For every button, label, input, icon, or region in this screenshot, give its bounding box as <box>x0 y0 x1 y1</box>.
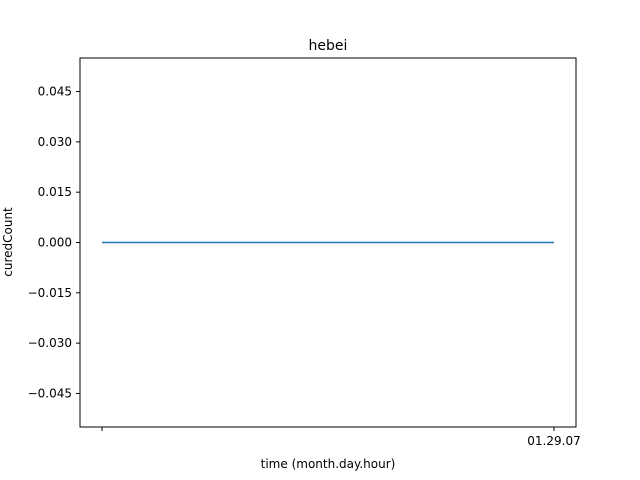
y-tick-label: 0.015 <box>38 185 72 199</box>
y-tick-label: 0.000 <box>38 236 72 250</box>
y-tick-label: 0.030 <box>38 135 72 149</box>
x-tick-label: 01.29.07 <box>527 434 580 448</box>
y-tick-label: −0.015 <box>28 286 72 300</box>
axes-frame <box>79 57 577 428</box>
plot-area: −0.045 −0.030 −0.015 0.000 0.015 0.030 0.045 01… <box>28 85 581 448</box>
y-tick-label: 0.045 <box>38 85 72 99</box>
chart-title: hebei <box>309 38 348 54</box>
y-axis-label: curedCount <box>1 207 15 277</box>
x-axis-label: time (month.day.hour) <box>261 457 396 471</box>
y-tick-label: −0.030 <box>28 336 72 350</box>
y-tick-label: −0.045 <box>28 386 72 400</box>
